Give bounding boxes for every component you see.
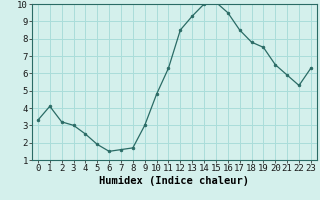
X-axis label: Humidex (Indice chaleur): Humidex (Indice chaleur): [100, 176, 249, 186]
